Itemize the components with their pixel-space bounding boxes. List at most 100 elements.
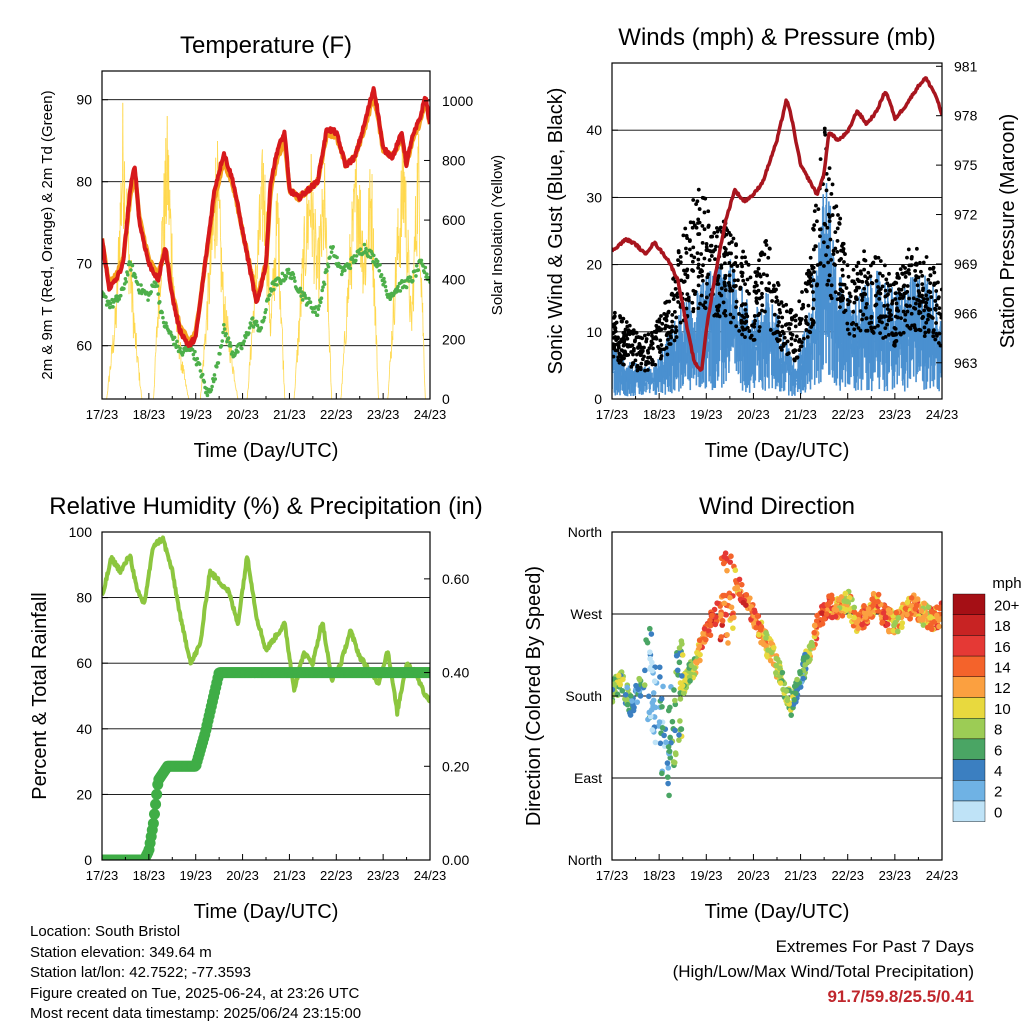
gust-point <box>884 335 888 339</box>
gust-point <box>753 338 757 342</box>
gust-point <box>750 324 754 328</box>
gust-point <box>879 314 883 318</box>
gust-point <box>645 360 649 364</box>
gust-point <box>758 312 762 316</box>
direction-point <box>721 600 727 606</box>
dewpoint-point <box>222 323 226 327</box>
direction-point <box>703 637 709 643</box>
gust-point <box>740 274 744 278</box>
direction-point <box>659 696 665 702</box>
precip-point <box>149 809 160 820</box>
y-tick-label-right: 969 <box>954 256 978 272</box>
dewpoint-point <box>268 293 272 297</box>
direction-point <box>667 748 673 754</box>
dewpoint-point <box>213 377 217 381</box>
gust-point <box>926 278 930 282</box>
gust-point <box>910 312 914 316</box>
gust-point <box>755 296 759 300</box>
gust-point <box>725 228 729 232</box>
gust-point <box>710 254 714 258</box>
gust-point <box>830 283 834 287</box>
gust-point <box>631 343 635 347</box>
gust-point <box>786 339 790 343</box>
gust-point <box>685 292 689 296</box>
gust-point <box>625 320 629 324</box>
gust-point <box>914 278 918 282</box>
gust-point <box>811 321 815 325</box>
dewpoint-point <box>164 321 168 325</box>
gust-point <box>728 284 732 288</box>
gust-point <box>747 263 751 267</box>
direction-point <box>854 620 860 626</box>
extremes-subtitle: (High/Low/Max Wind/Total Precipitation) <box>673 959 974 984</box>
gust-point <box>691 245 695 249</box>
gust-point <box>878 319 882 323</box>
dewpoint-point <box>414 274 418 278</box>
recent-timestamp: Most recent data timestamp: 2025/06/24 2… <box>30 1004 361 1025</box>
gust-point <box>766 256 770 260</box>
gust-point <box>813 209 817 213</box>
gust-point <box>928 308 932 312</box>
direction-point <box>934 613 940 619</box>
gust-point <box>670 313 674 317</box>
gust-point <box>741 279 745 283</box>
gust-point <box>929 273 933 277</box>
dewpoint-point <box>411 279 415 283</box>
gust-point <box>715 235 719 239</box>
gust-point <box>924 293 928 297</box>
gust-point <box>883 295 887 299</box>
gust-point <box>933 299 937 303</box>
gust-point <box>836 227 840 231</box>
dewpoint-point <box>146 298 150 302</box>
colorbar-label: 8 <box>994 722 1002 739</box>
direction-point <box>895 615 901 621</box>
data-layer <box>100 88 432 399</box>
data-layer <box>610 550 945 798</box>
x-tick-label: 22/23 <box>320 407 353 422</box>
gust-point <box>865 302 869 306</box>
gust-point <box>735 264 739 268</box>
gust-point <box>684 247 688 251</box>
gust-point <box>806 335 810 339</box>
gust-point <box>632 347 636 351</box>
gust-point <box>800 290 804 294</box>
dewpoint-point <box>206 394 210 398</box>
gust-point <box>812 228 816 232</box>
y-tick-label: East <box>574 770 602 786</box>
direction-point <box>660 725 666 731</box>
gust-point <box>812 223 816 227</box>
y-tick-label: 0 <box>84 852 92 868</box>
direction-point <box>780 670 786 676</box>
gust-point <box>809 256 813 260</box>
gust-point <box>894 327 898 331</box>
gust-point <box>860 318 864 322</box>
direction-point <box>861 603 867 609</box>
gust-point <box>878 272 882 276</box>
gust-point <box>685 236 689 240</box>
gust-point <box>699 252 703 256</box>
station-latlon: Station lat/lon: 42.7522; -77.3593 <box>30 963 361 984</box>
gust-point <box>740 333 744 337</box>
gust-point <box>894 333 898 337</box>
gust-point <box>736 278 740 282</box>
gust-point <box>703 227 707 231</box>
dewpoint-point <box>129 268 133 272</box>
direction-point <box>904 612 910 618</box>
gust-point <box>819 157 823 161</box>
direction-point <box>677 645 683 651</box>
direction-point <box>682 678 688 684</box>
gust-point <box>835 250 839 254</box>
gust-point <box>706 209 710 213</box>
gust-point <box>810 317 814 321</box>
gust-point <box>724 314 728 318</box>
gust-point <box>827 177 831 181</box>
gust-point <box>693 223 697 227</box>
y-tick-label: 80 <box>76 590 92 606</box>
gust-point <box>934 289 938 293</box>
gust-point <box>760 309 764 313</box>
colorbar-swatch <box>953 718 985 739</box>
direction-point <box>871 602 877 608</box>
gust-point <box>760 303 764 307</box>
gust-point <box>767 281 771 285</box>
gust-point <box>660 343 664 347</box>
